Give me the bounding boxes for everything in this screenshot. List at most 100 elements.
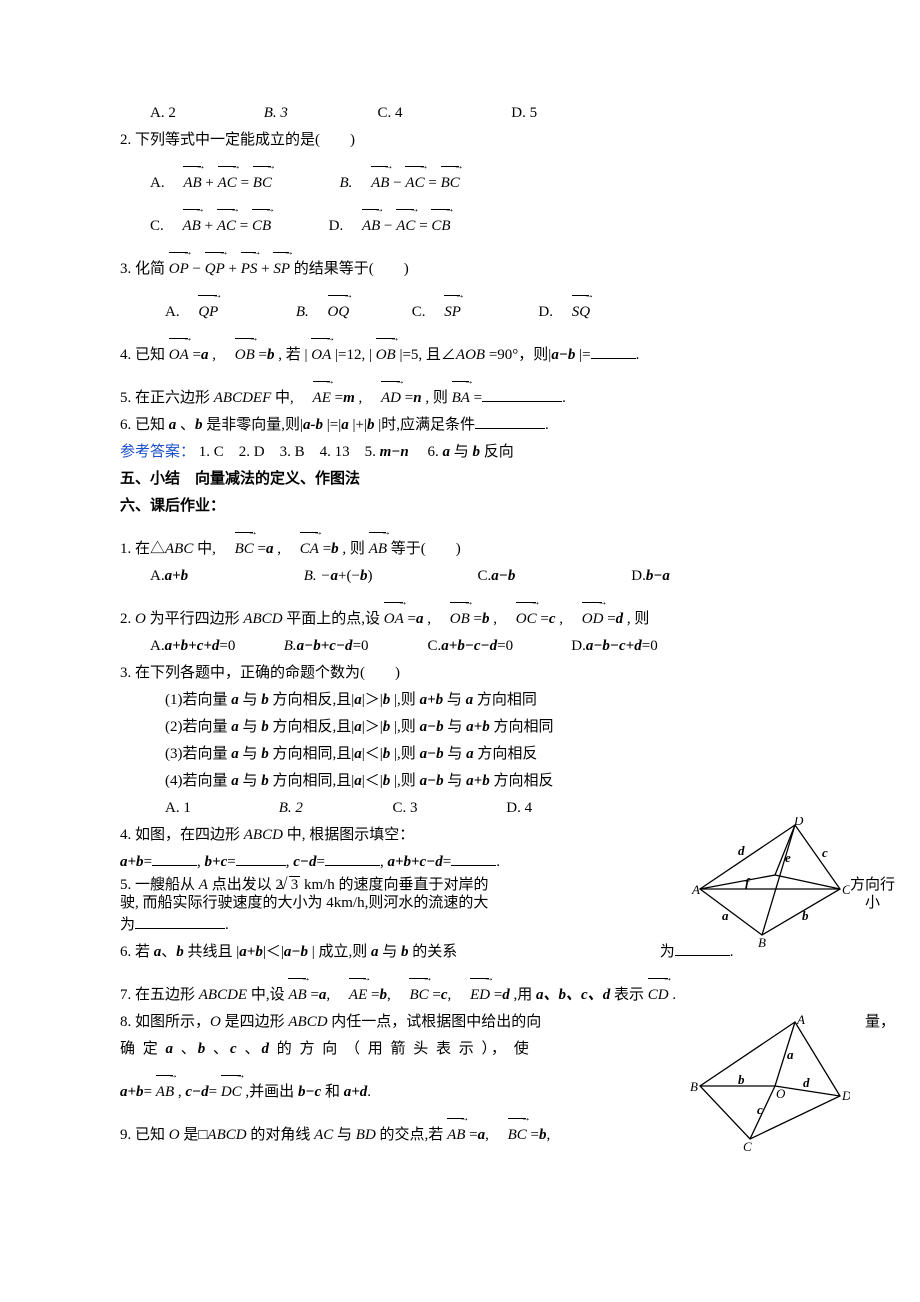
h3-s4: (4)若向量 a 与 b 方向相同,且|a|＜|b |,则 a−b 与 a+b … [120, 768, 800, 795]
vec-ab: →AB [288, 980, 306, 1009]
vec-bc: →BC [409, 980, 428, 1009]
q2d-label: D. [329, 218, 359, 234]
h3-s2: (2)若向量 a 与 b 方向相反,且|a|＞|b |,则 a−b 与 a+b … [120, 714, 800, 741]
eq: = [323, 541, 331, 557]
eq: = [240, 218, 252, 234]
blank [236, 850, 286, 866]
section6: 六、课后作业： [120, 493, 800, 520]
text: |=| [327, 417, 341, 433]
vec-oq: →OQ [328, 297, 350, 326]
q6: 6. 已知 a 、b 是非零向量,则|a-b |=|a |+|b |时,应满足条… [120, 412, 800, 439]
h1-opt-d: D. b−a [631, 563, 670, 590]
text: , 若 | [278, 347, 311, 363]
vec-cb: →CB [252, 211, 271, 240]
vec-ps: →PS [241, 254, 258, 283]
q2-stem: 2. 下列等式中一定能成立的是( ) [120, 127, 800, 154]
q3-stem: 3. 化简 →OP − →QP + →PS + →SP 的结果等于( ) [120, 254, 800, 283]
vec-ac: →AC [217, 211, 236, 240]
h4-block: A B C D a b c d e f 4. 如图，在四边形 ABCD 中, 根… [120, 822, 800, 939]
svg-text:a: a [787, 1047, 794, 1062]
svg-text:O: O [776, 1086, 786, 1101]
vec-ob: →OB [450, 604, 470, 633]
var-m: m [343, 390, 355, 406]
vec-cd: →CD [648, 980, 669, 1009]
q3d-label: D. [538, 304, 568, 320]
answers: 参考答案： 1. C 2. D 3. B 4. 13 5. m−n 6. a 与… [120, 439, 800, 466]
h4-pre: 4. 如图，在四边形 [120, 827, 244, 843]
text: |+| [353, 417, 367, 433]
blank [135, 913, 225, 929]
vec-bc: →BC [235, 534, 254, 563]
svg-text:d: d [738, 843, 745, 858]
vec-od: →OD [582, 604, 604, 633]
eq: |= [579, 347, 590, 363]
q6-pre: 6. 已知 [120, 417, 169, 433]
q3b-label: B. [296, 304, 324, 320]
text: 为平行四边形 [150, 611, 244, 627]
h3-stem: 3. 在下列各题中，正确的命题个数为( ) [120, 660, 800, 687]
vec-sp: →SP [273, 254, 290, 283]
q1-opt-a: A. 2 [150, 100, 260, 127]
h3-opt-b: B. 2 [279, 795, 389, 822]
vec-ab: →AB [156, 1077, 174, 1106]
svg-text:C: C [743, 1139, 752, 1154]
vec-ab: →AB [447, 1120, 465, 1149]
var-a: a [266, 541, 274, 557]
var-b: b [473, 444, 481, 460]
wrap-text: 量， [865, 1009, 895, 1036]
var-c: c [549, 611, 556, 627]
svg-text:b: b [802, 908, 809, 923]
svg-text:B: B [758, 935, 766, 947]
parallelogram: ABCD [243, 611, 282, 627]
var-b: b [331, 541, 339, 557]
vec-dc: →DC [221, 1077, 242, 1106]
var-a: a [169, 417, 177, 433]
eq: = [241, 175, 253, 191]
vec-bc: →BC [253, 168, 272, 197]
q3a-label: A. [165, 304, 195, 320]
q1-opt-c: C. 4 [378, 100, 508, 127]
eq: = [474, 390, 482, 406]
figure-1: A B C D a b c d e f [690, 817, 850, 957]
var-a: a [416, 611, 424, 627]
expr: a-b [303, 417, 323, 433]
vec-oa: →OA [311, 340, 331, 369]
comma: , [493, 611, 512, 627]
eq: = [405, 390, 413, 406]
q1-opt-b: B. 3 [264, 100, 374, 127]
triangle: ABC [165, 541, 193, 557]
text: 平面上的点,设 [286, 611, 380, 627]
eq: = [259, 347, 267, 363]
figure-2: A B C D O a b c d [690, 1014, 850, 1164]
text: |时,应满足条件 [378, 417, 475, 433]
eq: = [408, 611, 416, 627]
vec-op: →OP [169, 254, 189, 283]
text: 中, 根据图示填空： [287, 827, 415, 843]
eq: = [607, 611, 615, 627]
q2-row1: A. →AB + →AC = →BC B. →AB − →AC = →BC [120, 168, 800, 197]
wrap-text: 小 [865, 894, 880, 912]
svg-text:D: D [841, 1088, 850, 1103]
comma: , [359, 390, 378, 406]
ans-text: 与 [454, 444, 473, 460]
q3-options: A. →QP B. →OQ C. →SP D. →SQ [120, 297, 800, 326]
vec-oc: →OC [516, 604, 537, 633]
q3-post: 的结果等于( ) [294, 261, 409, 277]
ans-text: 1. C 2. D 3. B 4. 13 5. [199, 444, 380, 460]
h3-s3: (3)若向量 a 与 b 方向相同,且|a|＜|b |,则 a−b 与 a 方向… [120, 741, 800, 768]
q3c-label: C. [412, 304, 441, 320]
comma: , [277, 541, 296, 557]
vec-ac: →AC [396, 211, 415, 240]
vec-ab: →AB [183, 211, 201, 240]
vec-qp: →QP [205, 254, 225, 283]
vec-cb: →CB [431, 211, 450, 240]
eq: = [474, 611, 482, 627]
blank [325, 850, 380, 866]
var-a: a [201, 347, 209, 363]
vec-oa: →OA [169, 340, 189, 369]
h1-options: A. a+b B. −a+(−b) C. a−b D. b−a [120, 563, 800, 590]
svg-text:f: f [745, 875, 751, 890]
eq: = [193, 347, 201, 363]
svg-text:c: c [822, 845, 828, 860]
point-o: O [135, 611, 146, 627]
